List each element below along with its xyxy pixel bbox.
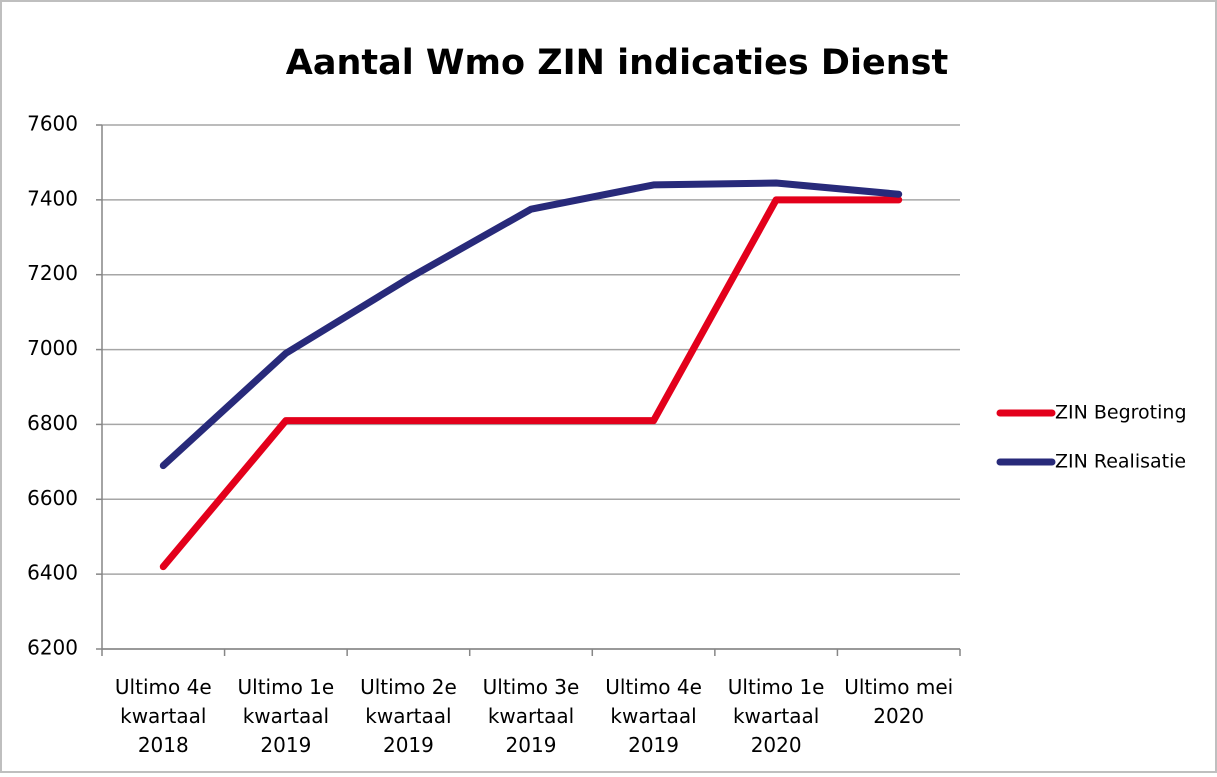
x-tick-label: Ultimo 1e kwartaal 2020 xyxy=(728,675,825,757)
x-tick-label: Ultimo 4e kwartaal 2018 xyxy=(115,675,212,757)
x-tick-label: Ultimo mei 2020 xyxy=(844,675,953,728)
y-tick-label: 6200 xyxy=(27,636,78,660)
line-series xyxy=(159,196,903,571)
y-tick-label: 6800 xyxy=(27,411,78,435)
legend-label: ZIN Realisatie xyxy=(1055,451,1186,473)
y-tick-label: 6400 xyxy=(27,561,78,585)
y-tick-label: 7600 xyxy=(27,112,78,136)
x-tick-label: Ultimo 3e kwartaal 2019 xyxy=(483,675,580,757)
x-tick-label: Ultimo 2e kwartaal 2019 xyxy=(360,675,457,757)
y-tick-label: 7000 xyxy=(27,336,78,360)
y-tick-label: 7200 xyxy=(27,261,78,285)
legend-label: ZIN Begroting xyxy=(1055,402,1187,424)
x-tick-label: Ultimo 4e kwartaal 2019 xyxy=(605,675,702,757)
x-tick-label: Ultimo 1e kwartaal 2019 xyxy=(238,675,335,757)
y-tick-label: 6600 xyxy=(27,486,78,510)
y-tick-label: 7400 xyxy=(27,186,78,210)
chart-title: Aantal Wmo ZIN indicaties Dienst xyxy=(286,43,948,83)
line-series xyxy=(159,179,903,470)
